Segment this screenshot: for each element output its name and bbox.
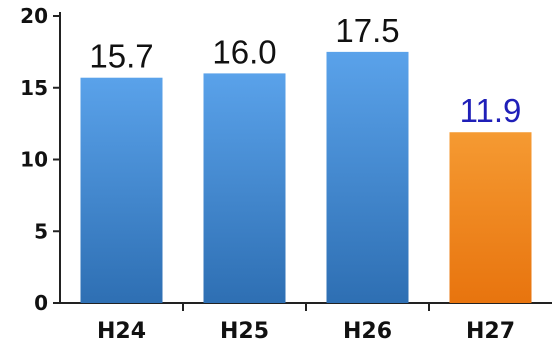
- axes: 0 5 10 15 20 H24 H25 H26 H27: [20, 4, 552, 344]
- y-tick-label: 10: [20, 148, 48, 172]
- y-tick-label: 5: [34, 219, 48, 243]
- data-label: 15.7: [89, 38, 153, 75]
- x-tick-label: H26: [343, 319, 392, 344]
- bar-h24: [80, 77, 163, 303]
- bar-h25: [203, 73, 286, 304]
- y-tick-label: 20: [20, 4, 48, 28]
- y-tick-label: 0: [34, 291, 48, 315]
- y-tick-label: 15: [20, 76, 48, 100]
- x-tick-label: H27: [466, 319, 515, 344]
- data-label: 11.9: [460, 92, 522, 129]
- x-tick-label: H25: [220, 319, 269, 344]
- bar-h27: [449, 132, 532, 303]
- data-label: 17.5: [335, 12, 399, 49]
- bar-h26: [326, 51, 409, 303]
- data-label: 16.0: [212, 33, 276, 70]
- bars: [80, 51, 532, 304]
- data-labels: 15.7 16.0 17.5 11.9: [89, 12, 521, 129]
- x-tick-label: H24: [97, 319, 146, 344]
